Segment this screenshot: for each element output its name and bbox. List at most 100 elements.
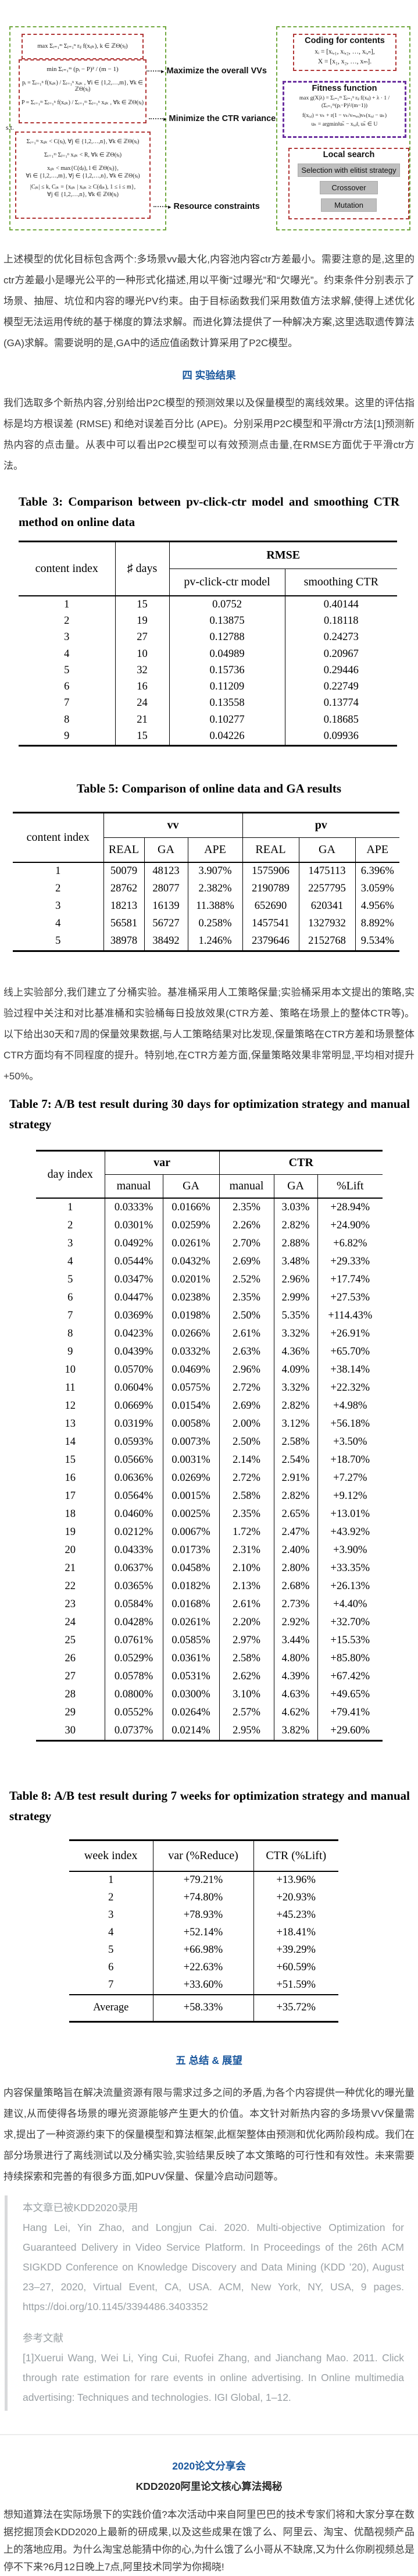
table-cell: 1457541 <box>242 915 299 933</box>
table3-rmse-comparison: content index ♯ days RMSE pv-click-ctr m… <box>19 541 398 747</box>
table-cell: 0.40144 <box>323 598 359 610</box>
references-title: 参考文献 <box>23 2332 63 2344</box>
table-cell: 0.0458% <box>163 1559 220 1577</box>
table-cell: 0.0301% <box>105 1216 163 1235</box>
fitness-formula-2: f(xᵢ,ⱼ) = vₖ + r(1 − vₖ/vₘₐₓ)vₖ(xᵢ,ⱼ − u… <box>302 113 387 119</box>
table-cell: 3 <box>13 897 104 915</box>
table-cell: 2.82% <box>274 1216 318 1235</box>
table-cell: +39.29% <box>276 1944 316 1956</box>
table-cell: 2.62% <box>219 1667 274 1686</box>
reference-1: [1]Xuerui Wang, Wei Li, Ying Cui, Ruofei… <box>23 2351 404 2403</box>
table-cell: 0.0570% <box>105 1360 163 1379</box>
table-cell: 20 <box>36 1541 105 1559</box>
table-cell: 0.0261% <box>163 1613 220 1632</box>
table-cell: 19 <box>115 613 170 630</box>
table-cell: 0.0492% <box>105 1234 163 1253</box>
table-cell: +29.33% <box>330 1255 370 1267</box>
quote-citation: Hang Lei, Yin Zhao, and Longjun Cai. 202… <box>23 2221 404 2312</box>
table-cell: 3.32% <box>274 1324 318 1343</box>
table-cell: 2.61% <box>219 1595 274 1614</box>
table-cell: 0.0067% <box>163 1523 220 1541</box>
table-row: 17 0.0564% 0.0015% 2.58% 2.82% +9.12% <box>36 1487 383 1505</box>
table-cell: 0.09936 <box>323 730 359 742</box>
table-cell: 0.0432% <box>163 1252 220 1271</box>
table-cell: 56727 <box>144 915 188 933</box>
section-heading-experiments: 四 实验结果 <box>182 369 236 381</box>
subject-to-label: s.t. <box>6 123 15 132</box>
table8-weekly-ab-test: week index var (%Reduce) CTR (%Lift) 1 +7… <box>69 1839 338 2023</box>
table-cell: 27 <box>115 629 170 646</box>
table-cell: 0.0439% <box>105 1342 163 1361</box>
table-cell: 2.35% <box>219 1288 274 1307</box>
table-cell: +18.41% <box>276 1927 316 1939</box>
table-cell: 0.0566% <box>105 1451 163 1469</box>
table8-header-week-index: week index <box>69 1840 153 1871</box>
table7-header-var-ga: GA <box>163 1174 220 1198</box>
constraint-6: ∀j ∈ {1,2,…,n}, ∀k ∈ ℤΘ(sⱼ) <box>47 191 119 198</box>
table-cell: 2.57% <box>219 1703 274 1722</box>
selection-elitist-step: Selection with elitist strategy <box>298 164 400 177</box>
quote-gap <box>23 2316 404 2328</box>
table3-header-rmse-group: RMSE <box>169 541 398 569</box>
table-cell: 0.0423% <box>105 1324 163 1343</box>
table-row: 9 0.0439% 0.0332% 2.63% 4.36% +65.70% <box>36 1342 383 1361</box>
table-cell: 12 <box>36 1397 105 1415</box>
table-cell: +67.42% <box>330 1670 370 1682</box>
table-cell: 2.10% <box>219 1559 274 1577</box>
table-cell: 3 <box>19 629 116 646</box>
table-cell: 3.10% <box>219 1685 274 1704</box>
table-cell: +66.98% <box>153 1941 254 1959</box>
table-cell: 2.88% <box>274 1234 318 1253</box>
table-cell: 15 <box>115 596 170 613</box>
table-cell: 0.18118 <box>324 614 359 627</box>
table-cell: +4.40% <box>333 1598 367 1610</box>
table-cell: 2.26% <box>219 1216 274 1235</box>
table-cell: 0.0058% <box>163 1415 220 1433</box>
table7-header-ctr-group: CTR <box>219 1150 383 1175</box>
table-cell: 2.58% <box>274 1433 318 1451</box>
table-cell: 1327932 <box>299 915 356 933</box>
table-cell: 26 <box>36 1649 105 1668</box>
table-cell: 0.0319% <box>105 1415 163 1433</box>
table-cell: 2.52% <box>219 1270 274 1289</box>
table-cell: Average <box>69 1994 153 2022</box>
fitness-formula-1: max g(X|λ) = Σᵢ₌₁ᵐ Σⱼ₌₁ⁿ rᵢⱼ f(xᵢⱼ) + λ … <box>299 95 390 109</box>
coding-title: Coding for contents <box>305 36 385 45</box>
table-cell: +3.90% <box>333 1544 367 1556</box>
table-cell: 13 <box>36 1415 105 1433</box>
table-cell: 15 <box>36 1451 105 1469</box>
table-cell: 2.72% <box>219 1469 274 1487</box>
table-cell: +15.53% <box>330 1634 370 1646</box>
table-cell: 3.12% <box>274 1415 318 1433</box>
table-cell: 2.80% <box>274 1559 318 1577</box>
table-cell: 0.0369% <box>105 1306 163 1325</box>
table-cell: +24.90% <box>330 1219 370 1231</box>
table-cell: 2152768 <box>299 932 356 951</box>
constraint-2: Σᵢ₌₁ᵐ Σⱼ₌₁ⁿ xᵢⱼₖ < R, ∀k ∈ ℤΘ(sⱼ) <box>44 152 122 158</box>
table-cell: 2.13% <box>219 1577 274 1596</box>
table-cell: 2.92% <box>274 1613 318 1632</box>
table-row: 2 0.0301% 0.0259% 2.26% 2.82% +24.90% <box>36 1216 383 1235</box>
table5-header-content-index: content index <box>13 812 104 862</box>
table-cell: 30 <box>36 1721 105 1741</box>
dotted-arrow-line <box>147 70 160 72</box>
table-cell: 2.70% <box>219 1234 274 1253</box>
table-cell: 2.58% <box>219 1649 274 1668</box>
table-cell: +18.70% <box>330 1454 370 1466</box>
table-cell: 4.63% <box>274 1685 318 1704</box>
table-cell: 1.72% <box>219 1523 274 1541</box>
table7-header-lift: %Lift <box>336 1179 364 1192</box>
table-cell: 2.47% <box>274 1523 318 1541</box>
table-row: 18 0.0460% 0.0025% 2.35% 2.65% +13.01% <box>36 1505 383 1523</box>
table-cell: 50079 <box>103 862 145 880</box>
table-cell: +45.23% <box>276 1909 316 1921</box>
objective2-box: min Σᵢ₌₁ᵐ (pᵢ − P)² / (m − 1) pᵢ = Σⱼ₌₁ⁿ… <box>19 59 147 123</box>
table5-header-vv-ape: APE <box>188 837 243 862</box>
dotted-arrow-line <box>153 205 167 207</box>
table7-body: 1 0.0333% 0.0166% 2.35% 3.03% +28.94% 2 0.0301%… <box>36 1198 383 1741</box>
table-cell: 0.0025% <box>163 1505 220 1523</box>
table-cell: 0.04989 <box>169 645 285 663</box>
table-cell: +26.91% <box>330 1327 370 1339</box>
table-cell: 0.29446 <box>323 664 359 676</box>
table-cell: 0.10277 <box>169 712 285 729</box>
